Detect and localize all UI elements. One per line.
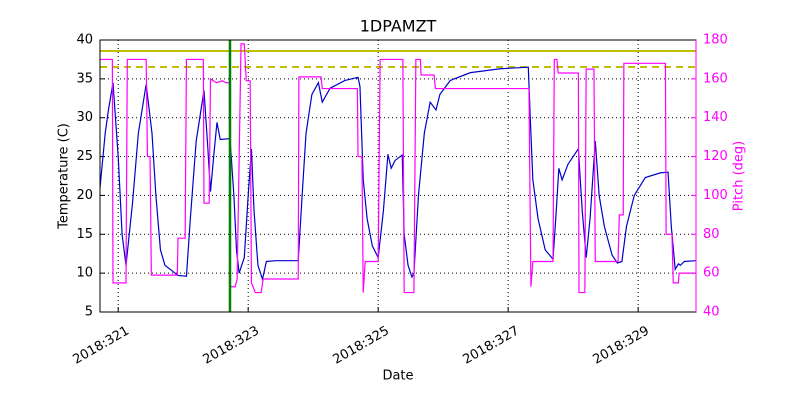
plot-frame	[99, 39, 697, 313]
x-tick-label: 2018:323	[201, 324, 262, 368]
y-tick-label: 35	[76, 71, 93, 86]
y2-axis-label: Pitch (deg)	[732, 141, 747, 211]
y2-tick-label: 40	[703, 305, 720, 320]
y-tick-label: 15	[76, 227, 93, 242]
y-tick-label: 40	[76, 33, 93, 48]
y2-tick-label: 180	[703, 33, 728, 48]
x-tick-label: 2018:325	[330, 324, 391, 368]
x-tick-label: 2018:327	[460, 324, 521, 368]
y-tick-label: 10	[76, 266, 93, 281]
data-line	[100, 43, 696, 294]
y2-tick-label: 160	[703, 71, 728, 86]
y-tick-label: 25	[76, 149, 93, 164]
x-tick-label: 2018:321	[71, 324, 132, 368]
y2-tick-label: 140	[703, 110, 728, 125]
data-line	[100, 66, 696, 282]
y-tick-label: 30	[76, 110, 93, 125]
y2-tick-label: 100	[703, 188, 728, 203]
y-tick-label: 20	[76, 188, 93, 203]
y2-tick-label: 60	[703, 266, 720, 281]
chart-title: 1DPAMZT	[360, 17, 437, 36]
x-tick-label: 2018:329	[590, 324, 651, 368]
y2-tick-label: 80	[703, 227, 720, 242]
y2-tick-label: 120	[703, 149, 728, 164]
y-axis-label: Temperature (C)	[57, 123, 72, 230]
y-tick-label: 5	[85, 305, 93, 320]
x-axis-label: Date	[382, 369, 413, 384]
